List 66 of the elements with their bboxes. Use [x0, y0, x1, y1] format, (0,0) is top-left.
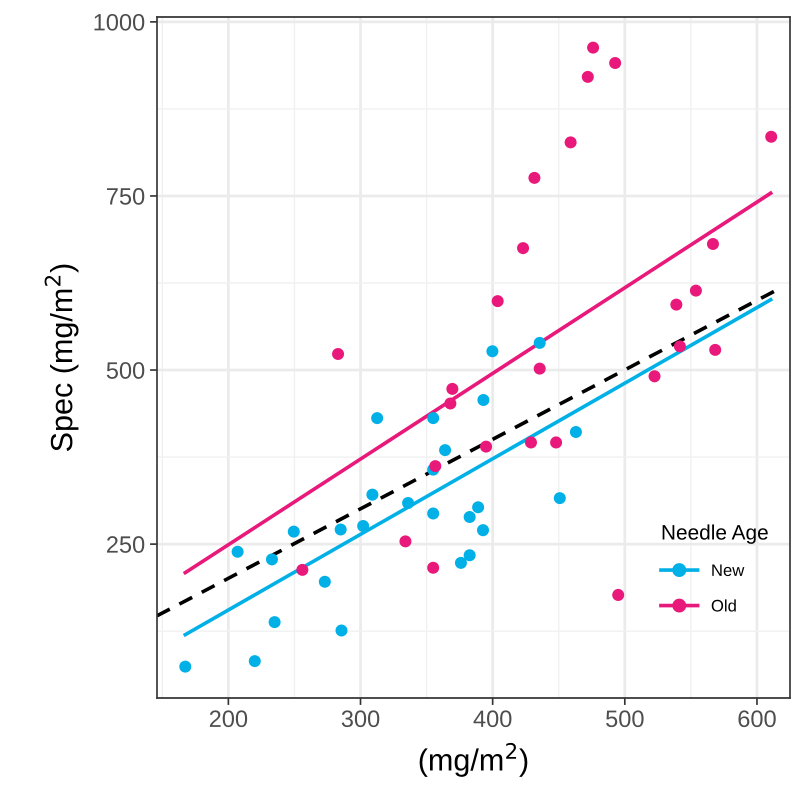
point	[332, 348, 344, 360]
point	[648, 370, 661, 382]
point	[179, 660, 192, 673]
point	[335, 624, 348, 636]
point	[709, 344, 722, 356]
y-tick-label: 250	[106, 536, 144, 553]
x-tick-label: 600	[738, 710, 776, 728]
point	[534, 362, 546, 375]
point	[427, 562, 440, 574]
point	[486, 345, 498, 358]
point	[524, 436, 537, 448]
point	[706, 238, 719, 250]
y-tick-label: 1000	[94, 14, 144, 31]
point	[402, 497, 414, 510]
point	[609, 56, 622, 69]
legend-label: Old	[712, 599, 736, 612]
point	[480, 440, 492, 453]
point	[690, 284, 702, 297]
point	[427, 412, 440, 424]
x-tick-label: 300	[342, 710, 380, 728]
point	[528, 172, 540, 184]
point	[429, 460, 442, 472]
point	[268, 616, 281, 628]
point	[296, 564, 308, 576]
point	[334, 523, 347, 536]
legend-label: New	[712, 564, 744, 576]
point	[444, 397, 456, 410]
point	[266, 553, 278, 566]
point	[366, 488, 378, 501]
point	[477, 524, 490, 536]
point	[454, 556, 467, 569]
x-axis-title: (mg/m$^{2}$)	[420, 742, 528, 777]
point	[427, 507, 440, 520]
point	[674, 340, 686, 352]
point	[582, 70, 594, 83]
point	[288, 526, 300, 538]
point	[464, 510, 476, 523]
point	[587, 42, 600, 54]
point	[570, 426, 582, 438]
x-tick-label: 400	[474, 710, 512, 728]
point	[554, 492, 566, 504]
point	[517, 242, 530, 254]
legend-title: Needle Age	[662, 524, 768, 544]
point	[464, 549, 476, 562]
point	[472, 501, 484, 514]
point	[248, 655, 261, 668]
point	[446, 382, 458, 395]
point	[492, 295, 504, 308]
y-axis-title: Spec (mg/m$^{2}$)	[44, 264, 78, 451]
point	[477, 394, 490, 406]
point	[765, 130, 778, 143]
point	[670, 298, 682, 311]
point	[564, 136, 577, 148]
x-tick-label: 500	[606, 710, 644, 728]
point	[399, 535, 412, 548]
point	[612, 588, 624, 601]
point	[550, 436, 562, 448]
point	[232, 546, 244, 558]
y-tick-label: 500	[106, 362, 144, 379]
x-tick-label: 200	[210, 710, 248, 728]
point	[534, 336, 546, 349]
y-tick-label: 750	[107, 188, 144, 205]
point	[357, 520, 370, 532]
point	[439, 444, 452, 456]
point	[371, 412, 384, 424]
point	[318, 576, 331, 588]
